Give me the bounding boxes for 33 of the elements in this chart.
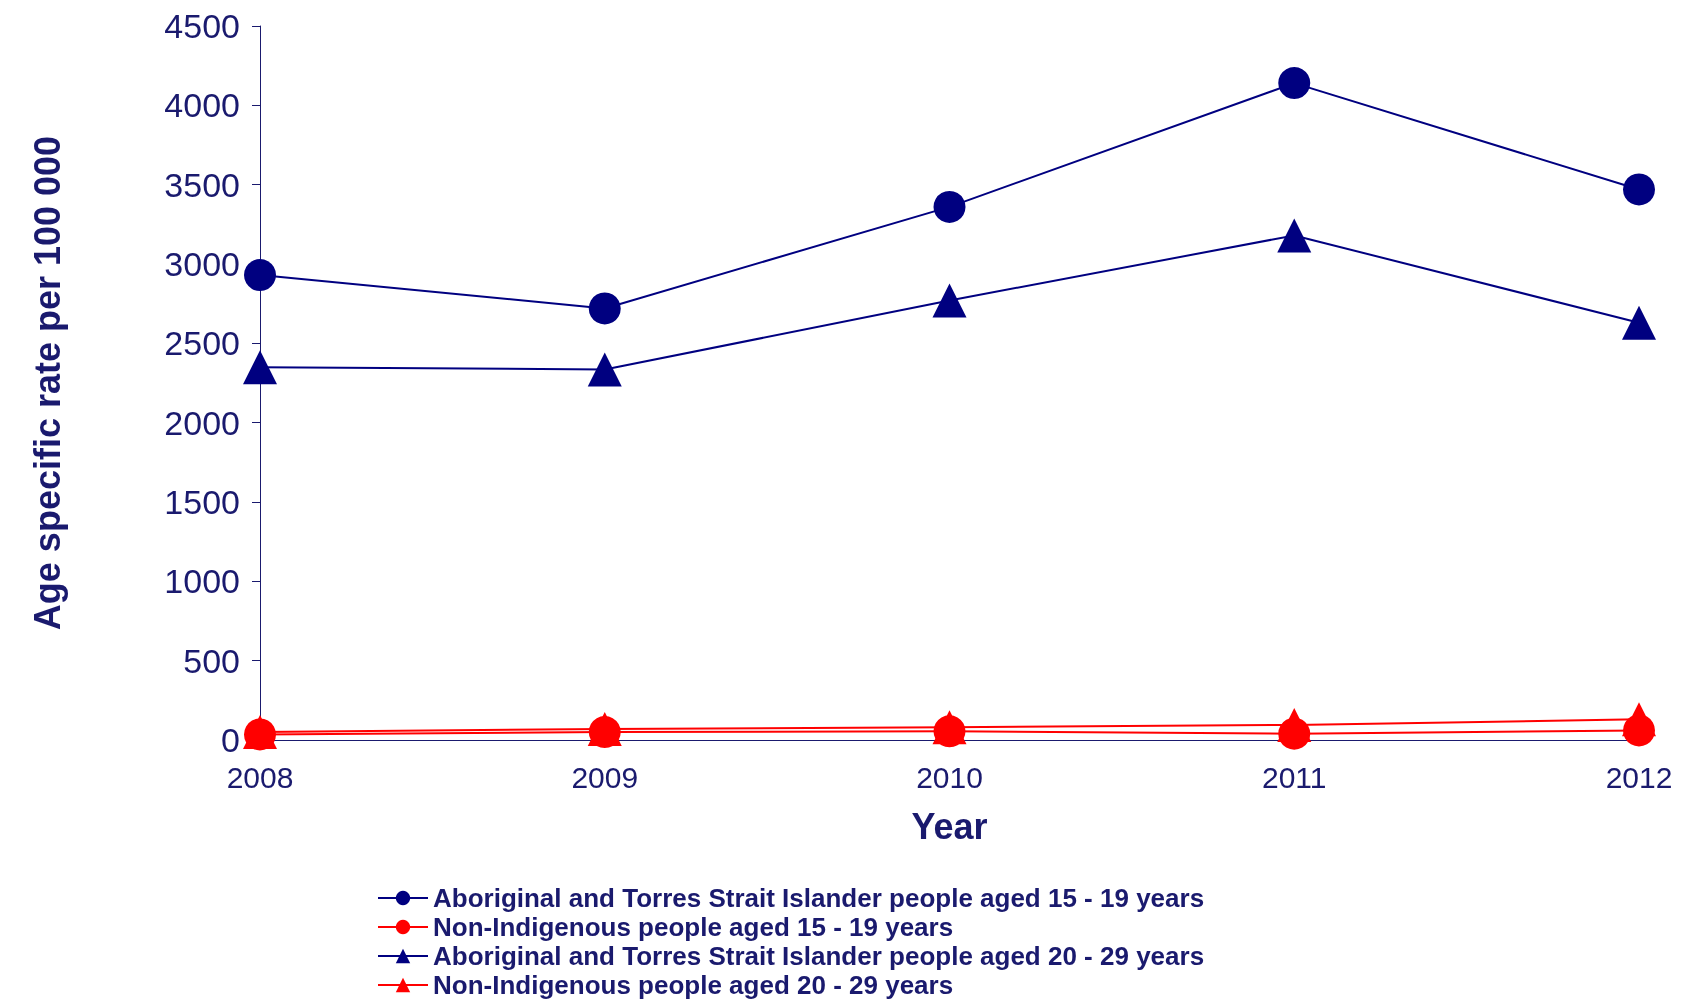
point: [1278, 67, 1311, 100]
point: [1277, 218, 1312, 253]
point: [588, 292, 621, 325]
y-tick-label: 2500: [164, 324, 240, 363]
legend-label: Aboriginal and Torres Strait Islander people aged 15 - 19 years: [433, 883, 1205, 913]
y-tick-label: 0: [221, 721, 240, 759]
y-tick-label: 3500: [164, 165, 240, 204]
point: [1277, 707, 1312, 742]
y-axis-title: Age specific rate per 100 000: [26, 135, 68, 631]
x-axis-title: Year: [911, 805, 988, 847]
point: [1622, 702, 1656, 737]
point: [1623, 173, 1655, 206]
legend-label: Aboriginal and Torres Strait Islander people aged 20 - 29 years: [433, 941, 1205, 971]
legend-label: Non-Indigenous people aged 15 - 19 years: [433, 912, 954, 942]
x-tick-label: 2009: [571, 760, 639, 794]
y-tick-label: 4000: [164, 86, 240, 125]
y-tick-label: 3000: [164, 245, 240, 283]
y-tick-label: 500: [183, 641, 240, 680]
point: [244, 259, 276, 292]
x-tick-label: 2011: [1261, 760, 1327, 794]
y-tick-label: 1000: [164, 562, 240, 601]
x-tick-label: 2008: [226, 760, 294, 794]
y-tick-label: 4500: [164, 7, 240, 45]
x-tick-label: 2010: [916, 760, 983, 794]
y-tick-label: 1500: [164, 483, 240, 521]
point: [933, 190, 966, 223]
y-tick-label: 2000: [164, 403, 240, 442]
point: [243, 350, 277, 385]
x-tick-label: 2012: [1605, 760, 1673, 794]
point: [587, 352, 622, 387]
point: [1622, 305, 1656, 340]
legend-label: Non-Indigenous people aged 20 - 29 years: [433, 970, 954, 1000]
point: [932, 283, 967, 318]
